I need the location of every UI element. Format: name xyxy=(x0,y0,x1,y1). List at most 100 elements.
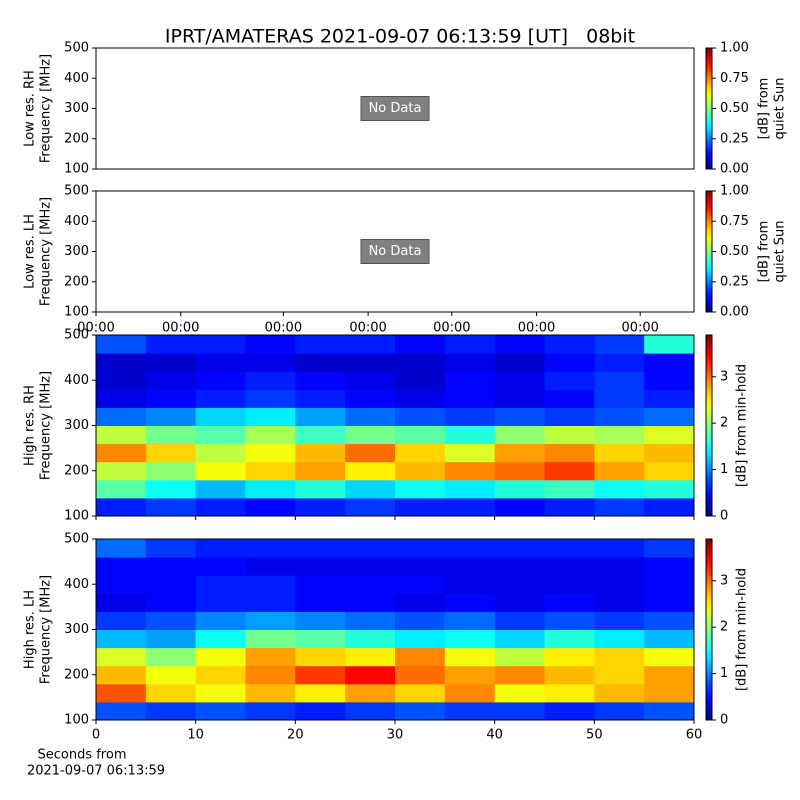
heatmap-cell xyxy=(195,335,246,354)
heatmap-cell xyxy=(444,353,496,372)
heatmap-cell xyxy=(395,353,446,372)
heatmap-cell xyxy=(395,407,446,426)
heatmap-cell xyxy=(644,665,695,685)
heatmap-cell xyxy=(195,371,246,390)
heatmap-cell xyxy=(96,461,147,481)
heatmap-cell xyxy=(644,557,695,576)
x-tick-label: 00:00 xyxy=(77,321,114,336)
heatmap-cell xyxy=(644,575,695,594)
heatmap-cell xyxy=(195,557,246,576)
heatmap-cell xyxy=(245,701,296,721)
y-axis-label: Frequency [MHz] xyxy=(39,575,54,684)
heatmap-cell xyxy=(395,425,446,445)
annotation: No Data xyxy=(369,244,422,259)
heatmap-cell xyxy=(96,353,147,372)
heatmap-cell xyxy=(544,371,595,390)
heatmap-cell xyxy=(295,371,346,390)
heatmap-cell xyxy=(245,647,296,667)
y-tick-label: 300 xyxy=(64,622,89,637)
heatmap-cell xyxy=(295,683,346,703)
heatmap-cell xyxy=(295,425,346,445)
heatmap-cell xyxy=(494,593,545,612)
heatmap-cell xyxy=(195,701,246,721)
y-tick-label: 200 xyxy=(64,131,89,146)
heatmap-cell xyxy=(494,389,545,408)
heatmap-cell xyxy=(644,683,695,703)
heatmap-cell xyxy=(395,335,446,354)
colorbar-label: [dB] from xyxy=(757,221,772,283)
heatmap-cell xyxy=(145,629,197,649)
heatmap-cell xyxy=(145,443,197,463)
y-tick-label: 300 xyxy=(64,101,89,116)
heatmap-cell xyxy=(245,593,296,612)
heatmap-cell xyxy=(96,593,147,612)
y-axis-label: Frequency [MHz] xyxy=(39,371,54,480)
y-tick-label: 500 xyxy=(64,41,89,56)
heatmap-cell xyxy=(444,443,496,463)
heatmap-cell xyxy=(444,557,496,576)
heatmap-cell xyxy=(245,389,296,408)
heatmap-cell xyxy=(444,629,496,649)
heatmap-cell xyxy=(544,335,595,354)
heatmap-cell xyxy=(96,425,147,445)
colorbar-tick-label: 1 xyxy=(720,462,728,477)
colorbar-tick-label: 0 xyxy=(720,713,728,728)
heatmap-cell xyxy=(444,461,496,481)
colorbar-tick-label: 0.75 xyxy=(720,214,749,229)
heatmap-cell xyxy=(345,407,396,426)
heatmap-cell xyxy=(594,407,645,426)
heatmap-cell xyxy=(594,683,645,703)
heatmap-cell xyxy=(395,701,446,721)
heatmap-cell xyxy=(195,389,246,408)
colorbar-tick-label: 3 xyxy=(720,369,728,384)
heatmap-cell xyxy=(395,539,446,558)
heatmap-cell xyxy=(145,611,197,630)
x-tick-label: 60 xyxy=(686,728,703,743)
heatmap-cell xyxy=(644,539,695,558)
heatmap-cell xyxy=(544,647,595,667)
heatmap-cell xyxy=(195,443,246,463)
heatmap-cell xyxy=(245,557,296,576)
heatmap-cell xyxy=(395,479,446,499)
heatmap-cell xyxy=(444,407,496,426)
colorbar-label: quiet Sun xyxy=(773,77,788,139)
heatmap-cell xyxy=(395,665,446,685)
colorbar-label: [dB] from xyxy=(757,78,772,140)
heatmap-cell xyxy=(444,647,496,667)
heatmap-cell xyxy=(444,371,496,390)
heatmap-cell xyxy=(395,683,446,703)
x-tick-label: 00:00 xyxy=(621,321,658,336)
heatmap-cell xyxy=(345,479,396,499)
y-tick-label: 200 xyxy=(64,274,89,289)
heatmap-cell xyxy=(594,353,645,372)
y-tick-label: 100 xyxy=(64,509,89,524)
heatmap-cell xyxy=(145,353,197,372)
heatmap-cell xyxy=(345,497,396,517)
heatmap-cell xyxy=(544,629,595,649)
y-tick-label: 400 xyxy=(64,71,89,86)
heatmap-cell xyxy=(594,701,645,721)
heatmap-cell xyxy=(594,335,645,354)
heatmap-cell xyxy=(295,443,346,463)
colorbar-tick-label: 2 xyxy=(720,620,728,635)
heatmap-cell xyxy=(544,593,595,612)
x-tick-label: 10 xyxy=(187,728,204,743)
heatmap-cell xyxy=(444,539,496,558)
heatmap-cell xyxy=(345,665,396,685)
heatmap-cell xyxy=(444,425,496,445)
heatmap-cell xyxy=(594,575,645,594)
heatmap-cell xyxy=(195,665,246,685)
heatmap-cell xyxy=(145,593,197,612)
heatmap-cell xyxy=(594,557,645,576)
heatmap-cell xyxy=(295,461,346,481)
heatmap-cell xyxy=(96,539,147,558)
heatmap-cell xyxy=(295,497,346,517)
heatmap-cell xyxy=(96,371,147,390)
colorbar xyxy=(705,47,713,170)
heatmap-cell xyxy=(544,407,595,426)
heatmap-cell xyxy=(494,443,545,463)
heatmap-cell xyxy=(245,425,296,445)
heatmap-cell xyxy=(395,371,446,390)
heatmap-cell xyxy=(245,353,296,372)
x-tick-label: 40 xyxy=(486,728,503,743)
